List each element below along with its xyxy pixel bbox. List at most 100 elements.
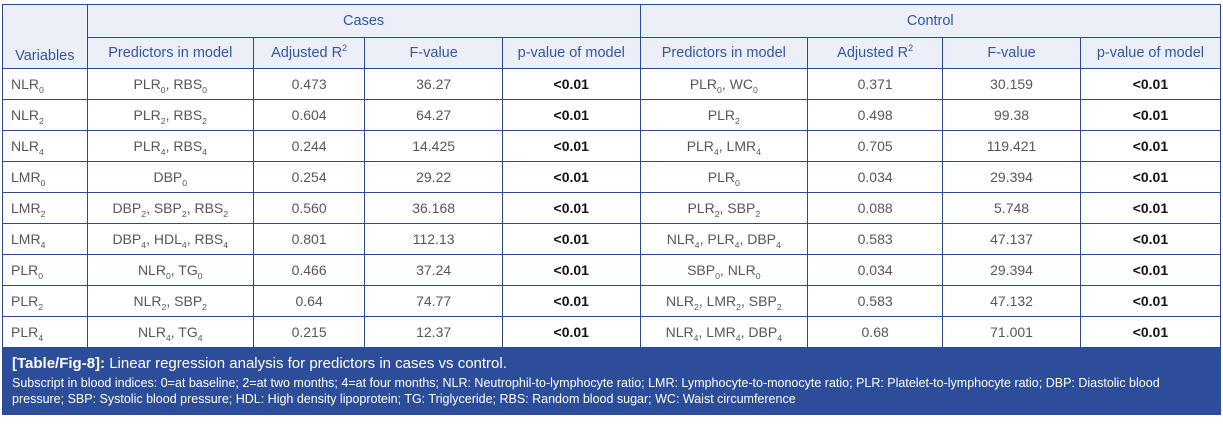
cell-cases-predictors: DBP4, HDL4, RBS4 xyxy=(86,223,254,255)
cell-cases-p-value: <0.01 xyxy=(501,254,641,286)
col-header-cases-p-value: p-value of model xyxy=(501,37,641,69)
cell-control-predictors: PLR4, LMR4 xyxy=(639,130,809,162)
cell-cases-predictors: PLR2, RBS2 xyxy=(86,99,254,131)
cell-control-f-value: 71.001 xyxy=(942,316,1081,348)
control-group-header: Control xyxy=(639,4,1222,38)
cell-control-predictors: NLR4, LMR4, DBP4 xyxy=(639,316,809,348)
table-row: LMR2 DBP2, SBP2, RBS2 0.560 36.168 <0.01 PLR2… xyxy=(2,192,1222,224)
table-row: LMR0 DBP0 0.254 29.22 <0.01 PLR0 0.034 29.394 <0… xyxy=(2,161,1222,193)
footer-caption: [Table/Fig-8]: Linear regression analysi… xyxy=(12,354,1211,373)
cell-cases-p-value: <0.01 xyxy=(501,285,641,317)
cell-cases-p-value: <0.01 xyxy=(501,316,641,348)
cell-control-predictors: NLR4, PLR4, DBP4 xyxy=(639,223,809,255)
cell-control-adjusted-r2: 0.68 xyxy=(807,316,944,348)
cell-control-adjusted-r2: 0.583 xyxy=(807,223,944,255)
cell-control-p-value: <0.01 xyxy=(1079,285,1222,317)
cell-cases-predictors: NLR4, TG4 xyxy=(86,316,254,348)
cell-cases-adjusted-r2: 0.215 xyxy=(252,316,366,348)
cell-control-f-value: 29.394 xyxy=(942,254,1081,286)
table-row: PLR2 NLR2, SBP2 0.64 74.77 <0.01 NLR2, LMR2, … xyxy=(2,285,1222,317)
cell-cases-adjusted-r2: 0.604 xyxy=(252,99,366,131)
table-row: NLR4 PLR4, RBS4 0.244 14.425 <0.01 PLR4, LMR4… xyxy=(2,130,1222,162)
cell-cases-f-value: 64.27 xyxy=(364,99,503,131)
cell-cases-adjusted-r2: 0.466 xyxy=(252,254,366,286)
cell-variable: NLR0 xyxy=(2,68,88,100)
cell-cases-predictors: DBP2, SBP2, RBS2 xyxy=(86,192,254,224)
cell-control-f-value: 47.132 xyxy=(942,285,1081,317)
col-header-control-predictors: Predictors in model xyxy=(639,37,809,69)
table-row: LMR4 DBP4, HDL4, RBS4 0.801 112.13 <0.01 NLR4… xyxy=(2,223,1222,255)
cell-control-p-value: <0.01 xyxy=(1079,99,1222,131)
cell-control-adjusted-r2: 0.088 xyxy=(807,192,944,224)
cell-control-predictors: PLR0, WC0 xyxy=(639,68,809,100)
cell-control-adjusted-r2: 0.034 xyxy=(807,161,944,193)
cell-cases-f-value: 36.27 xyxy=(364,68,503,100)
cell-control-p-value: <0.01 xyxy=(1079,68,1222,100)
cell-control-f-value: 99.38 xyxy=(942,99,1081,131)
cell-cases-adjusted-r2: 0.64 xyxy=(252,285,366,317)
col-header-variables: Variables xyxy=(2,4,88,69)
cell-cases-f-value: 74.77 xyxy=(364,285,503,317)
cell-control-predictors: PLR0 xyxy=(639,161,809,193)
cell-control-p-value: <0.01 xyxy=(1079,223,1222,255)
cell-variable: LMR4 xyxy=(2,223,88,255)
cell-control-predictors: PLR2, SBP2 xyxy=(639,192,809,224)
cell-control-p-value: <0.01 xyxy=(1079,192,1222,224)
cell-control-adjusted-r2: 0.498 xyxy=(807,99,944,131)
cell-variable: PLR2 xyxy=(2,285,88,317)
cell-cases-p-value: <0.01 xyxy=(501,223,641,255)
cell-cases-f-value: 36.168 xyxy=(364,192,503,224)
col-header-control-f-value: F-value xyxy=(942,37,1081,69)
cell-cases-f-value: 12.37 xyxy=(364,316,503,348)
cell-control-adjusted-r2: 0.034 xyxy=(807,254,944,286)
cell-cases-p-value: <0.01 xyxy=(501,192,641,224)
group-header-row: Variables Cases Control xyxy=(2,4,1222,69)
cell-control-f-value: 119.421 xyxy=(942,130,1081,162)
cell-control-adjusted-r2: 0.705 xyxy=(807,130,944,162)
col-header-cases-predictors: Predictors in model xyxy=(86,37,254,69)
table-row: NLR2 PLR2, RBS2 0.604 64.27 <0.01 PLR2 0.498 99… xyxy=(2,99,1222,131)
cell-control-predictors: SBP0, NLR0 xyxy=(639,254,809,286)
cell-cases-adjusted-r2: 0.560 xyxy=(252,192,366,224)
cell-cases-f-value: 14.425 xyxy=(364,130,503,162)
cell-variable: PLR4 xyxy=(2,316,88,348)
cell-control-p-value: <0.01 xyxy=(1079,254,1222,286)
cell-control-p-value: <0.01 xyxy=(1079,316,1222,348)
cell-variable: NLR4 xyxy=(2,130,88,162)
cell-control-p-value: <0.01 xyxy=(1079,161,1222,193)
cell-control-adjusted-r2: 0.583 xyxy=(807,285,944,317)
cell-control-predictors: NLR2, LMR2, SBP2 xyxy=(639,285,809,317)
cell-control-adjusted-r2: 0.371 xyxy=(807,68,944,100)
cell-variable: LMR0 xyxy=(2,161,88,193)
cell-cases-f-value: 112.13 xyxy=(364,223,503,255)
cell-variable: LMR2 xyxy=(2,192,88,224)
cell-control-predictors: PLR2 xyxy=(639,99,809,131)
figure-label: [Table/Fig-8]: xyxy=(12,355,106,372)
cell-control-p-value: <0.01 xyxy=(1079,130,1222,162)
table-row: PLR0 NLR0, TG0 0.466 37.24 <0.01 SBP0, NLR0 0.… xyxy=(2,254,1222,286)
cell-cases-predictors: PLR0, RBS0 xyxy=(86,68,254,100)
cell-cases-predictors: DBP0 xyxy=(86,161,254,193)
col-header-control-p-value: p-value of model xyxy=(1079,37,1222,69)
table-footer: [Table/Fig-8]: Linear regression analysi… xyxy=(2,348,1221,415)
table-row: NLR0 PLR0, RBS0 0.473 36.27 <0.01 PLR0, WC0 0.… xyxy=(2,68,1222,100)
table-header: Variables Cases Control Predictors in mo… xyxy=(2,4,1222,69)
cell-control-f-value: 29.394 xyxy=(942,161,1081,193)
cell-cases-predictors: NLR0, TG0 xyxy=(86,254,254,286)
column-header-row: Predictors in model Adjusted R2 F-value … xyxy=(3,37,1222,69)
cell-cases-adjusted-r2: 0.254 xyxy=(252,161,366,193)
col-header-control-adjusted-r2: Adjusted R2 xyxy=(807,37,944,69)
cell-variable: PLR0 xyxy=(2,254,88,286)
cell-variable: NLR2 xyxy=(2,99,88,131)
cell-cases-p-value: <0.01 xyxy=(501,68,641,100)
figure-caption-text: Linear regression analysis for predictor… xyxy=(109,355,507,372)
table-body: NLR0 PLR0, RBS0 0.473 36.27 <0.01 PLR0, WC0 0.… xyxy=(2,68,1222,348)
cell-cases-predictors: NLR2, SBP2 xyxy=(86,285,254,317)
cell-cases-p-value: <0.01 xyxy=(501,99,641,131)
cell-cases-p-value: <0.01 xyxy=(501,161,641,193)
cell-cases-p-value: <0.01 xyxy=(501,130,641,162)
cell-control-f-value: 30.159 xyxy=(942,68,1081,100)
cell-cases-adjusted-r2: 0.473 xyxy=(252,68,366,100)
cell-cases-adjusted-r2: 0.244 xyxy=(252,130,366,162)
